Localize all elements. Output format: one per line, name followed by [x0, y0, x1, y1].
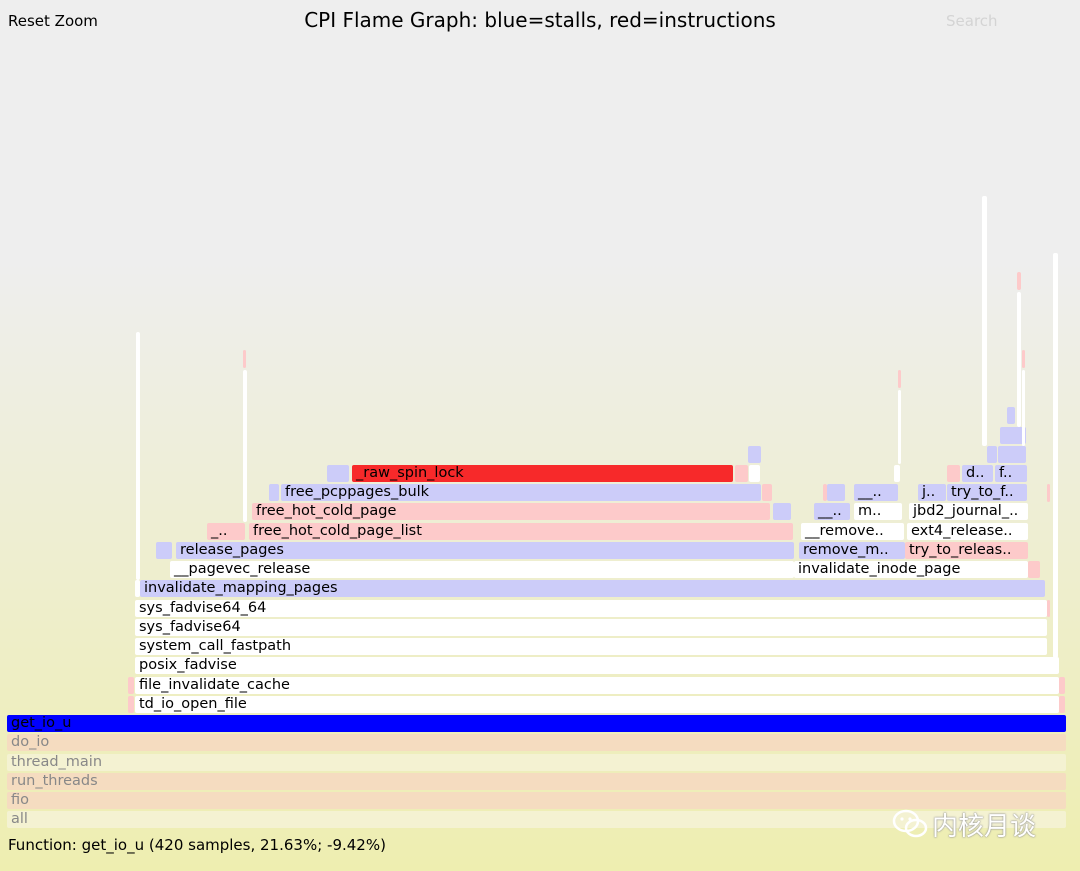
watermark-text: 内核月谈 [932, 812, 1037, 842]
reset-zoom-button[interactable]: Reset Zoom [8, 12, 98, 30]
frame-underscore-short[interactable]: _.. [207, 523, 245, 540]
function-info: Function: get_io_u (420 samples, 21.63%;… [8, 836, 386, 854]
frame-tower[interactable] [982, 196, 987, 446]
frame-tower[interactable] [1022, 350, 1025, 368]
frame-sliver[interactable] [773, 503, 791, 520]
frame-do-io[interactable]: do_io [7, 734, 1066, 751]
frame-tower[interactable] [136, 332, 140, 580]
frame-tower[interactable] [1017, 292, 1021, 427]
frame-sys-fadvise64[interactable]: sys_fadvise64 [135, 619, 1047, 636]
frame-sliver[interactable] [1059, 677, 1065, 694]
frame-sliver[interactable] [749, 465, 760, 482]
frame-file-invalidate-cache[interactable]: file_invalidate_cache [135, 677, 1059, 694]
frame-td-io-open-file[interactable]: td_io_open_file [135, 696, 1059, 713]
frame-all[interactable]: all [7, 811, 1066, 828]
frame-sliver[interactable] [998, 446, 1026, 463]
frame-sliver[interactable] [762, 484, 772, 501]
frame-sliver[interactable] [128, 696, 134, 713]
frame-sliver[interactable] [987, 446, 997, 463]
frame-sliver[interactable] [156, 542, 172, 559]
frame-sliver[interactable] [947, 465, 960, 482]
frame-pagevec-release[interactable]: __pagevec_release [170, 561, 794, 578]
frame-tower[interactable] [1047, 484, 1050, 502]
frame-tower[interactable] [898, 370, 901, 388]
frame-tower[interactable] [898, 390, 901, 464]
frame-tower[interactable] [1053, 253, 1058, 658]
frame-try-to-f[interactable]: try_to_f.. [947, 484, 1027, 501]
frame-sliver[interactable] [735, 465, 748, 482]
page-title: CPI Flame Graph: blue=stalls, red=instru… [304, 8, 776, 32]
frame-sliver[interactable] [748, 446, 761, 463]
frame-sliver[interactable] [1028, 561, 1040, 578]
frame-sliver[interactable] [327, 465, 349, 482]
frame-system-call-fastpath[interactable]: system_call_fastpath [135, 638, 1047, 655]
frame-sys-fadvise64-64[interactable]: sys_fadvise64_64 [135, 600, 1047, 617]
frame-sliver[interactable] [1000, 427, 1026, 444]
frame-posix-fadvise[interactable]: posix_fadvise [135, 657, 1059, 674]
frame-sliver[interactable] [823, 484, 827, 501]
frame-tower[interactable] [243, 370, 247, 522]
frame-dunder-short-2[interactable]: __.. [854, 484, 898, 501]
frame-d-short[interactable]: d.. [962, 465, 993, 482]
frame-free-hot-cold-page[interactable]: free_hot_cold_page [252, 503, 770, 520]
frame-tower[interactable] [1017, 272, 1021, 290]
frame-remove-dots[interactable]: __remove.. [801, 523, 904, 540]
frame-sliver[interactable] [1059, 696, 1065, 713]
frame-sliver[interactable] [894, 465, 900, 482]
frame-invalidate-mapping-pages[interactable]: invalidate_mapping_pages [140, 580, 1045, 597]
frame-raw-spin-lock[interactable]: _raw_spin_lock [352, 465, 733, 482]
frame-ext4-release[interactable]: ext4_release.. [907, 523, 1028, 540]
watermark: 内核月谈 [892, 806, 1036, 846]
frame-release-pages[interactable]: release_pages [176, 542, 794, 559]
frame-free-pcppages-bulk[interactable]: free_pcppages_bulk [281, 484, 761, 501]
frame-sliver[interactable] [135, 580, 140, 597]
frame-tower[interactable] [1022, 370, 1025, 446]
frame-fio[interactable]: fio [7, 792, 1066, 809]
frame-sliver[interactable] [269, 484, 279, 501]
frame-sliver[interactable] [128, 677, 134, 694]
frame-get-io-u[interactable]: get_io_u [7, 715, 1066, 732]
frame-dunder-short[interactable]: __.. [814, 503, 850, 520]
search-button[interactable]: Search [946, 12, 998, 30]
frame-sliver[interactable] [827, 484, 845, 501]
frame-run-threads[interactable]: run_threads [7, 773, 1066, 790]
frame-m-short[interactable]: m.. [854, 503, 902, 520]
frame-sliver[interactable] [1007, 407, 1015, 424]
frame-free-hot-cold-page-list[interactable]: free_hot_cold_page_list [249, 523, 793, 540]
frame-tower[interactable] [243, 350, 246, 368]
frame-sliver[interactable] [1047, 600, 1050, 617]
frame-f-short[interactable]: f.. [995, 465, 1027, 482]
frame-remove-m[interactable]: remove_m.. [799, 542, 905, 559]
frame-thread-main[interactable]: thread_main [7, 754, 1066, 771]
frame-j-short[interactable]: j.. [918, 484, 946, 501]
frame-invalidate-inode-page[interactable]: invalidate_inode_page [794, 561, 1028, 578]
frame-jbd2-journal[interactable]: jbd2_journal_.. [909, 503, 1028, 520]
wechat-icon [892, 809, 928, 846]
frame-try-to-releas[interactable]: try_to_releas.. [905, 542, 1028, 559]
